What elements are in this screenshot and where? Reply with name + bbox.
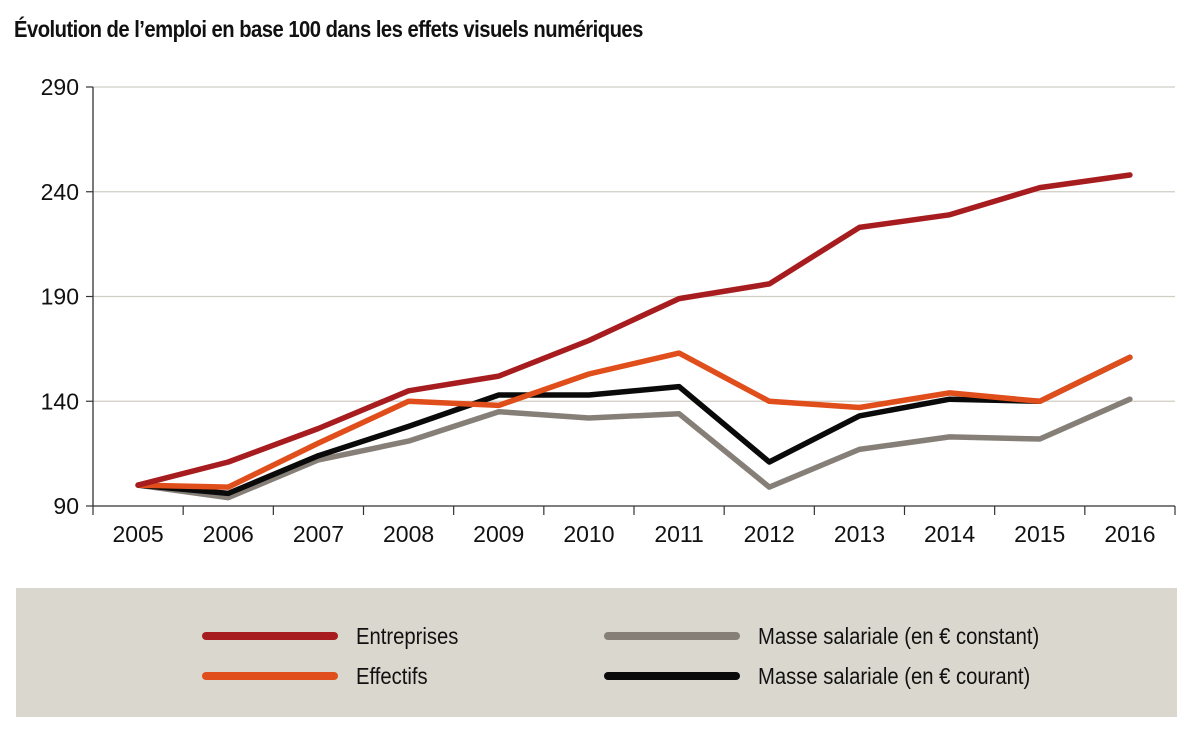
x-tick-label-2006: 2006	[203, 521, 254, 547]
series-lines	[135, 172, 1133, 501]
x-tick-label-2011: 2011	[654, 521, 703, 547]
series-line-entreprises	[135, 172, 1133, 488]
y-tick-label-240: 240	[41, 179, 79, 205]
legend-item-masse-salariale-courant: Masse salariale (en € courant)	[604, 663, 1067, 689]
y-tick-label-190: 190	[41, 284, 79, 310]
legend-item-effectifs: Effectifs	[202, 663, 437, 689]
x-tick-label-2010: 2010	[563, 521, 614, 547]
y-axis-tick-labels: 90 140 190 240 290	[41, 74, 79, 519]
legend-swatch-effectifs	[202, 672, 338, 680]
x-tick-label-2007: 2007	[293, 521, 344, 547]
chart-title: Évolution de l’emploi en base 100 dans l…	[14, 16, 643, 42]
legend-swatch-masse-salariale-constant	[604, 632, 740, 640]
legend: Entreprises Effectifs Masse salariale (e…	[16, 588, 1177, 717]
x-tick-label-2013: 2013	[834, 521, 885, 547]
y-tick-label-290: 290	[41, 74, 79, 100]
series-line-masse-salariale-en-constant	[135, 396, 1133, 501]
legend-label-masse-salariale-constant: Masse salariale (en € constant)	[758, 622, 1040, 649]
legend-label-masse-salariale-courant: Masse salariale (en € courant)	[758, 662, 1031, 689]
legend-label-effectifs: Effectifs	[356, 662, 428, 689]
axes	[86, 86, 1176, 515]
legend-swatch-masse-salariale-courant	[604, 672, 740, 680]
x-tick-label-2015: 2015	[1014, 521, 1065, 547]
x-tick-label-2014: 2014	[924, 521, 975, 547]
legend-item-masse-salariale-constant: Masse salariale (en € constant)	[604, 623, 1078, 649]
x-tick-label-2009: 2009	[473, 521, 524, 547]
y-tick-label-90: 90	[53, 493, 79, 519]
series-line-effectifs	[135, 350, 1133, 490]
gridlines	[93, 86, 1175, 402]
x-tick-label-2012: 2012	[744, 521, 795, 547]
series-line-masse-salariale-en-courant	[135, 354, 1133, 497]
x-tick-label-2005: 2005	[112, 521, 163, 547]
x-axis-tick-labels: 2005 2006 2007 2008 2009 2010 2011 2012 2013 2014…	[112, 521, 1155, 547]
x-tick-label-2016: 2016	[1104, 521, 1155, 547]
legend-swatch-entreprises	[202, 632, 338, 640]
legend-item-entreprises: Entreprises	[202, 623, 472, 649]
legend-label-entreprises: Entreprises	[356, 622, 459, 649]
y-tick-label-140: 140	[41, 388, 79, 414]
x-tick-label-2008: 2008	[383, 521, 434, 547]
